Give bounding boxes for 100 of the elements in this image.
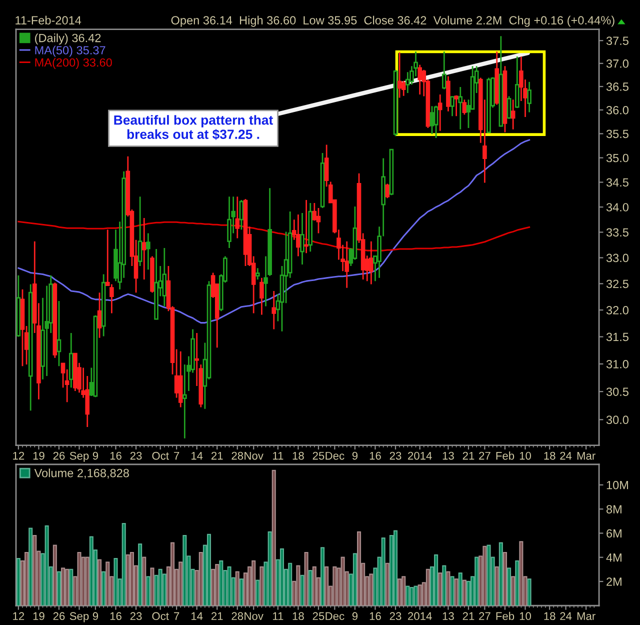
bar xyxy=(410,586,414,606)
x-tick-label: Oct xyxy=(152,452,169,460)
x-tick-label: 18 xyxy=(544,452,556,460)
candlestick xyxy=(393,69,398,137)
bar xyxy=(102,571,106,606)
x-tick-label: Mar xyxy=(577,612,596,620)
candlestick xyxy=(56,300,62,367)
bar xyxy=(486,544,491,606)
annotation: Beautiful box pattern that breaks out at $37.25 . xyxy=(114,115,273,140)
bar xyxy=(272,470,276,606)
candlestick xyxy=(527,81,532,113)
x-tick-label: 16 xyxy=(370,452,381,460)
y-tick-label: 4M xyxy=(606,553,622,562)
y-tick-label: 37.0 xyxy=(606,59,628,68)
x-tick-label: Sep xyxy=(70,452,89,462)
bar xyxy=(252,560,256,606)
candlestick xyxy=(68,332,74,388)
bar xyxy=(320,547,325,606)
x-tick-label: 21 xyxy=(462,612,474,620)
x-tick-label: Feb xyxy=(496,612,514,620)
legend-label: MA(50) 35.37 xyxy=(35,46,106,57)
chart-subtitle: 11-Feb-2014 xyxy=(16,16,82,24)
bar xyxy=(138,544,142,606)
candlestick xyxy=(514,56,520,109)
x-tick-label: 24 xyxy=(560,612,572,620)
bar xyxy=(418,584,422,606)
y-tick-label: 30.0 xyxy=(606,416,628,424)
x-tick-label: 12 xyxy=(13,452,24,460)
bar xyxy=(385,562,390,606)
bar xyxy=(288,562,292,606)
candlestick xyxy=(510,98,516,130)
x-tick-label: 25 xyxy=(312,612,324,620)
bar xyxy=(406,586,410,606)
bar xyxy=(332,566,337,606)
bar xyxy=(450,576,454,606)
y-tick-label: 31.0 xyxy=(606,360,628,368)
candlestick xyxy=(438,94,442,132)
bar xyxy=(482,546,487,606)
x-tick-label: Oct xyxy=(152,612,169,620)
x-tick-label: 21 xyxy=(462,452,474,460)
y-tick-label: 35.5 xyxy=(606,130,628,138)
x-tick-label: 23 xyxy=(130,612,142,620)
x-tick-label: Nov xyxy=(244,452,264,460)
bar xyxy=(239,578,244,606)
x-tick-label: 10 xyxy=(520,612,531,620)
bar xyxy=(98,559,102,606)
x-tick-label: 25 xyxy=(312,452,324,460)
candlestick xyxy=(442,50,446,90)
line-series xyxy=(18,139,530,324)
x-tick-label: 21 xyxy=(211,452,223,460)
candlestick xyxy=(486,76,491,134)
x-tick-label: 7 xyxy=(174,612,180,620)
candlestick xyxy=(434,105,438,139)
y-tick-label: 36.0 xyxy=(606,106,628,114)
candlestick xyxy=(239,199,244,230)
candlestick xyxy=(243,198,248,267)
candlestick xyxy=(52,282,58,359)
candlestick xyxy=(178,350,183,408)
bar xyxy=(32,535,37,606)
candlestick xyxy=(162,247,167,307)
bar xyxy=(357,531,362,606)
candlestick xyxy=(138,196,142,267)
bar xyxy=(24,552,29,606)
bar xyxy=(300,574,304,606)
candlestick xyxy=(227,196,232,249)
candlestick xyxy=(154,248,158,320)
y-tick-label: 30.5 xyxy=(606,388,628,396)
legend-label: (Daily) 36.42 xyxy=(35,34,101,45)
bar xyxy=(511,576,516,606)
bar xyxy=(146,576,150,606)
candlestick xyxy=(418,64,422,96)
y-tick-label: 36.5 xyxy=(606,82,628,91)
candlestick xyxy=(146,232,150,270)
x-tick-label: 18 xyxy=(292,452,304,460)
bar xyxy=(268,531,272,606)
bar xyxy=(442,565,446,606)
y-tick-label: 34.5 xyxy=(606,178,628,187)
bar xyxy=(527,578,532,606)
bar xyxy=(77,552,82,606)
y-tick-label: 10M xyxy=(606,480,628,490)
x-tick-label: 9 xyxy=(92,612,98,620)
candlestick xyxy=(344,240,350,289)
bar xyxy=(324,566,329,606)
bar xyxy=(114,558,118,606)
x-tick-label: 10 xyxy=(520,452,531,460)
x-tick-label: 28 xyxy=(232,612,244,620)
bar xyxy=(369,574,374,606)
candlestick xyxy=(150,256,154,294)
x-tick-label: 21 xyxy=(211,612,223,620)
bar xyxy=(85,556,90,606)
line-series xyxy=(18,220,530,252)
candlestick xyxy=(300,212,304,266)
x-tick-label: Feb xyxy=(496,452,514,460)
candlestick xyxy=(454,94,458,117)
bar xyxy=(56,571,61,606)
candlestick xyxy=(97,292,102,339)
x-tick-label: 23 xyxy=(390,612,402,620)
x-tick-label: 9 xyxy=(352,612,358,620)
candlestick xyxy=(272,290,276,330)
y-tick-label: 2M xyxy=(606,578,622,586)
